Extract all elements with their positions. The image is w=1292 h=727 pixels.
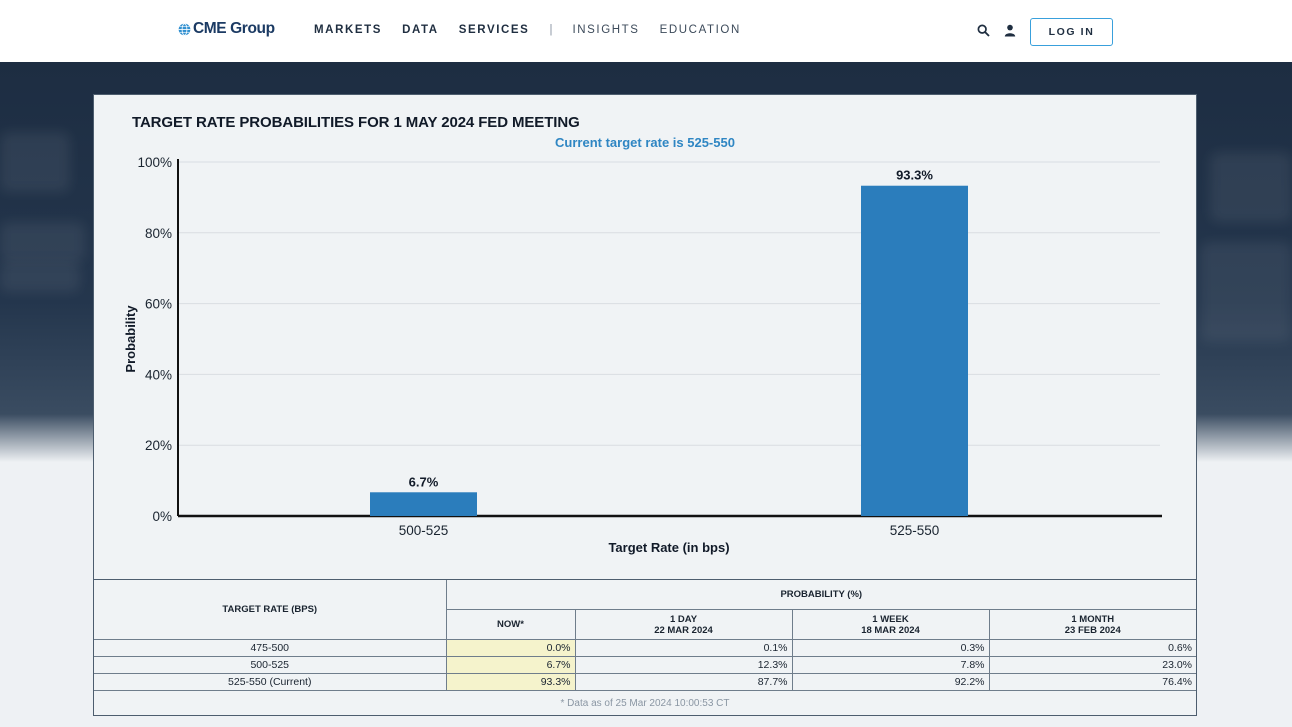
one-week-header: 1 WEEK 18 MAR 2024 [791,609,990,640]
bar-value-label: 6.7% [409,474,439,489]
value-cell: 0.6% [988,639,1197,657]
log-in-button[interactable]: LOG IN [1030,18,1113,46]
bar [370,492,477,516]
globe-icon [178,22,191,36]
probability-group-header: PROBABILITY (%) [445,580,1197,610]
user-icon[interactable] [1004,24,1016,37]
table-row: 500-525 6.7% 12.3% 7.8% 23.0% [94,656,1197,674]
main-nav: MARKETS DATA SERVICES | INSIGHTS EDUCATI… [314,24,761,36]
value-cell: 76.4% [988,673,1197,691]
rate-cell: 475-500 [94,639,447,657]
logo-text: CME Group [193,20,275,37]
x-tick-label: 525-550 [890,523,940,538]
probability-bar-chart: 0% 20% 40% 60% 80% 100% 6.7% 500-525 93.3% 525-55… [123,155,1162,555]
now-header: NOW* [446,609,576,640]
value-cell: 12.3% [574,656,793,674]
table-row: 525-550 (Current) 93.3% 87.7% 92.2% 76.4… [94,673,1197,691]
x-tick-label: 500-525 [399,523,449,538]
nav-insights[interactable]: INSIGHTS [572,24,640,36]
y-tick-label: 60% [145,297,172,312]
nav-separator: | [549,24,553,36]
y-tick-label: 100% [137,155,172,170]
y-tick-label: 0% [152,509,172,524]
value-cell: 92.2% [791,673,990,691]
y-tick-label: 80% [145,226,172,241]
bar [861,185,968,516]
x-axis-title: Target Rate (in bps) [608,540,729,555]
data-timestamp-note: * Data as of 25 Mar 2024 10:00:53 CT [560,698,730,709]
chart-subtitle: Current target rate is 525-550 [555,135,735,150]
rate-cell: 500-525 [94,656,447,674]
value-cell-now: 93.3% [445,673,576,691]
probability-table: TARGET RATE (BPS) PROBABILITY (%) NOW* 1… [94,579,1197,715]
value-cell-now: 6.7% [445,656,576,674]
y-tick-label: 40% [145,367,172,382]
target-rate-header: TARGET RATE (BPS) [94,580,447,640]
rate-cell: 525-550 (Current) [94,673,447,691]
bar-value-label: 93.3% [896,168,933,183]
top-navigation-bar: CME Group MARKETS DATA SERVICES | INSIGH… [0,0,1292,62]
search-icon[interactable] [977,24,990,37]
one-month-header: 1 MONTH 23 FEB 2024 [988,609,1197,640]
cme-group-logo[interactable]: CME Group [178,20,275,38]
chart-title: TARGET RATE PROBABILITIES FOR 1 MAY 2024… [132,114,580,131]
nav-markets[interactable]: MARKETS [314,24,383,36]
one-day-header: 1 DAY 22 MAR 2024 [574,609,793,640]
fedwatch-panel: TARGET RATE PROBABILITIES FOR 1 MAY 2024… [93,94,1197,716]
y-tick-label: 20% [145,438,172,453]
value-cell: 87.7% [574,673,793,691]
y-axis-title: Probability [123,305,138,373]
nav-services[interactable]: SERVICES [458,24,530,36]
nav-data[interactable]: DATA [402,24,439,36]
value-cell: 0.1% [574,639,793,657]
value-cell: 7.8% [791,656,990,674]
nav-education[interactable]: EDUCATION [659,24,741,36]
value-cell: 23.0% [988,656,1197,674]
value-cell-now: 0.0% [445,639,576,657]
value-cell: 0.3% [791,639,990,657]
table-row: 475-500 0.0% 0.1% 0.3% 0.6% [94,639,1197,657]
